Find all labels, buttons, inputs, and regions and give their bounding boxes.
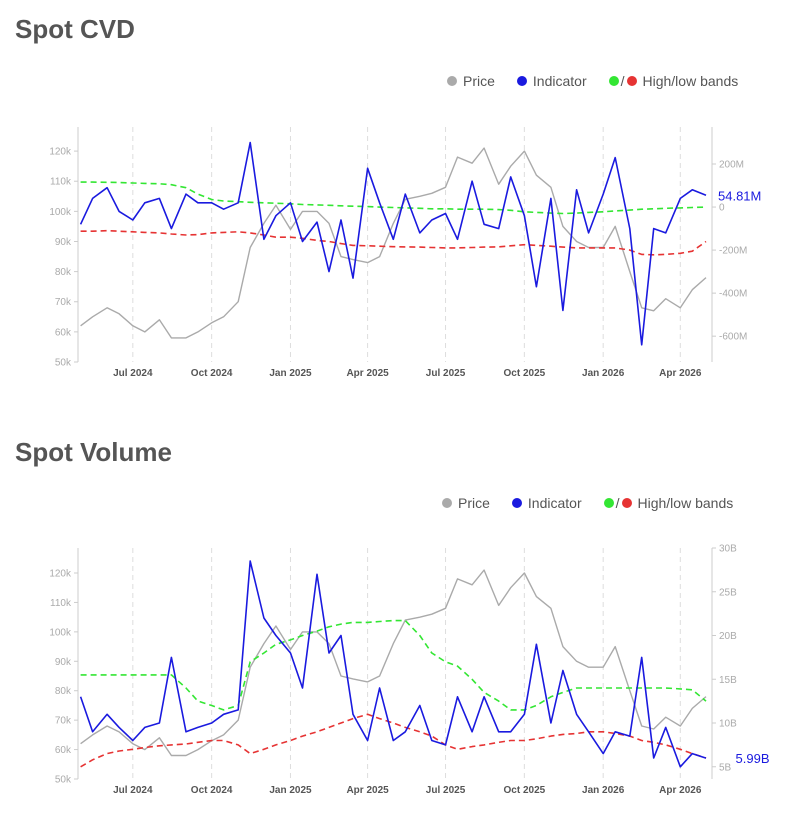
legend-item-bands[interactable]: / High/low bands bbox=[608, 73, 739, 89]
x-tick-label: Jul 2024 bbox=[113, 368, 153, 379]
series-line-high-band bbox=[80, 619, 707, 711]
legend-item-price[interactable]: Price bbox=[447, 73, 495, 89]
left-tick-label: 100k bbox=[49, 627, 72, 638]
left-tick-label: 80k bbox=[55, 267, 72, 278]
price-dot-icon bbox=[442, 498, 452, 508]
chart-title-cvd: Spot CVD bbox=[15, 14, 135, 44]
legend-item-bands[interactable]: / High/low bands bbox=[603, 495, 734, 511]
left-tick-label: 120k bbox=[49, 569, 72, 580]
x-tick-label: Jul 2025 bbox=[426, 368, 466, 379]
chart-title-volume: Spot Volume bbox=[15, 437, 172, 467]
left-tick-label: 80k bbox=[55, 686, 72, 697]
x-tick-label: Jan 2025 bbox=[269, 368, 312, 379]
indicator-dot-icon bbox=[511, 498, 522, 508]
right-tick-label: 200M bbox=[719, 160, 744, 171]
right-tick-label: 5B bbox=[719, 762, 732, 773]
last-value-label: 5.99B bbox=[736, 751, 770, 766]
cvd-chart: Jul 2024 Oct 2024 Jan 2025 Apr 2025 Jul 2025… bbox=[49, 127, 761, 379]
low-band-dot-icon bbox=[626, 76, 637, 86]
price-dot-icon bbox=[447, 76, 457, 86]
x-tick-label: Apr 2026 bbox=[659, 368, 702, 379]
series-line-low-band bbox=[80, 229, 707, 256]
right-tick-label: 30B bbox=[719, 544, 737, 555]
indicator-dot-icon bbox=[516, 76, 527, 86]
left-tick-label: 60k bbox=[55, 745, 72, 756]
legend-cvd: Price Indicator / High/low bands bbox=[447, 73, 760, 89]
series-line-high-band bbox=[80, 181, 707, 215]
left-tick-label: 120k bbox=[49, 147, 72, 158]
series-line-indicator bbox=[79, 560, 707, 768]
right-tick-label: -600M bbox=[719, 332, 747, 343]
right-tick-label: 20B bbox=[719, 631, 737, 642]
x-tick-label: Jul 2025 bbox=[426, 785, 466, 796]
series-line-indicator bbox=[79, 141, 707, 346]
last-value-label: 54.81M bbox=[718, 188, 761, 203]
left-tick-label: 50k bbox=[55, 775, 72, 786]
legend-item-indicator[interactable]: Indicator bbox=[516, 73, 587, 89]
legend-label: Price bbox=[463, 73, 495, 89]
legend-label: Indicator bbox=[532, 73, 587, 89]
x-tick-label: Apr 2025 bbox=[346, 368, 389, 379]
legend-slash: / bbox=[620, 73, 625, 89]
high-band-dot-icon bbox=[608, 76, 619, 86]
series-line-price bbox=[80, 147, 707, 339]
volume-chart: Jul 2024 Oct 2024 Jan 2025 Apr 2025 Jul 2025… bbox=[49, 544, 770, 797]
right-tick-label: 10B bbox=[719, 719, 737, 730]
x-tick-label: Jan 2026 bbox=[582, 368, 625, 379]
left-tick-label: 110k bbox=[50, 598, 72, 609]
series-line-price bbox=[80, 569, 707, 757]
left-tick-label: 110k bbox=[50, 177, 72, 188]
x-tick-label: Jul 2024 bbox=[113, 785, 153, 796]
right-tick-label: 25B bbox=[719, 587, 737, 598]
x-tick-label: Oct 2025 bbox=[504, 785, 546, 796]
x-tick-label: Oct 2025 bbox=[504, 368, 546, 379]
left-tick-label: 100k bbox=[49, 207, 72, 218]
legend-label: High/low bands bbox=[642, 73, 739, 89]
left-tick-label: 70k bbox=[55, 716, 72, 727]
x-tick-label: Oct 2024 bbox=[191, 785, 233, 796]
x-tick-label: Apr 2026 bbox=[659, 785, 702, 796]
low-band-dot-icon bbox=[621, 498, 632, 508]
left-tick-label: 90k bbox=[55, 237, 72, 248]
legend-label: High/low bands bbox=[637, 495, 734, 511]
x-tick-label: Oct 2024 bbox=[191, 368, 233, 379]
left-tick-label: 70k bbox=[55, 297, 72, 308]
right-tick-label: 15B bbox=[719, 675, 737, 686]
legend-item-indicator[interactable]: Indicator bbox=[511, 495, 582, 511]
x-tick-label: Jan 2025 bbox=[269, 785, 312, 796]
legend-volume: Price Indicator / High/low bands bbox=[442, 495, 755, 511]
left-tick-label: 90k bbox=[55, 657, 72, 668]
legend-label: Indicator bbox=[527, 495, 582, 511]
legend-slash: / bbox=[615, 495, 620, 511]
x-tick-label: Apr 2025 bbox=[346, 785, 389, 796]
left-tick-label: 50k bbox=[55, 358, 72, 369]
legend-label: Price bbox=[458, 495, 490, 511]
legend-item-price[interactable]: Price bbox=[442, 495, 490, 511]
right-tick-label: 0 bbox=[719, 203, 725, 214]
high-band-dot-icon bbox=[603, 498, 614, 508]
right-tick-label: -400M bbox=[719, 289, 747, 300]
series-line-low-band bbox=[80, 713, 707, 768]
right-tick-label: -200M bbox=[719, 246, 747, 257]
x-tick-label: Jan 2026 bbox=[582, 785, 625, 796]
left-tick-label: 60k bbox=[55, 327, 72, 338]
